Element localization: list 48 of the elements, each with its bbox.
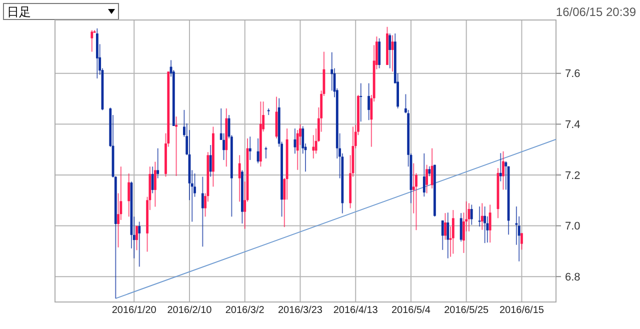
candlestick: [428, 166, 431, 177]
candlestick: [222, 132, 225, 160]
text: 16/06/15 20:39: [556, 5, 636, 19]
candlestick: [484, 206, 486, 244]
candlestick: [444, 212, 446, 240]
select-field: 日足: [3, 3, 119, 20]
candlestick: [248, 136, 252, 160]
candlestick: [480, 202, 484, 230]
candlestick: [378, 38, 381, 69]
y-tick-label: 7.0: [565, 220, 580, 233]
x-tick-label: 2016/2/10: [167, 305, 212, 316]
candlestick: [368, 82, 370, 121]
candlestick: [201, 176, 204, 248]
x-tick-label: 2016/5/4: [392, 305, 431, 316]
candlestick: [388, 32, 392, 69]
candlestick: [156, 148, 160, 179]
y-tick-label: 7.2: [565, 170, 580, 182]
candlestick: [138, 221, 141, 268]
candlestick: [441, 220, 444, 250]
y-tick-label: 7.6: [565, 68, 580, 80]
candlestick: [426, 164, 428, 194]
y-tick-label: 7.4: [565, 119, 580, 132]
candlestick: [460, 212, 462, 242]
candlestick: [520, 232, 523, 250]
candlestick: [151, 166, 154, 194]
candlestick: [360, 82, 362, 122]
candlestick: [430, 148, 434, 189]
candlestick: [238, 154, 241, 202]
candlestick: [499, 152, 502, 182]
candlestick: [209, 144, 212, 178]
x-tick-label: 2016/5/25: [444, 305, 490, 316]
candlestick: [264, 146, 268, 159]
x-tick-label: 2016/4/13: [333, 305, 378, 316]
candlestick: [446, 212, 450, 259]
candlestick: [136, 225, 138, 251]
x-tick-label: 2016/3/23: [278, 305, 323, 316]
y-tick-label: 6.8: [565, 271, 580, 284]
candlestick: [470, 204, 473, 226]
candlestick: [452, 210, 454, 254]
x-tick-label: 2016/1/20: [112, 305, 157, 316]
x-tick-label: 2016/6/15: [499, 305, 544, 316]
x-tick-label: 2016/3/2: [225, 305, 265, 316]
candlestick: [488, 204, 492, 244]
candlestick: [128, 172, 130, 218]
candlestick: [154, 161, 156, 208]
candlestick: [90, 30, 94, 52]
candlestick: [422, 152, 426, 198]
candlestick: [502, 150, 504, 190]
